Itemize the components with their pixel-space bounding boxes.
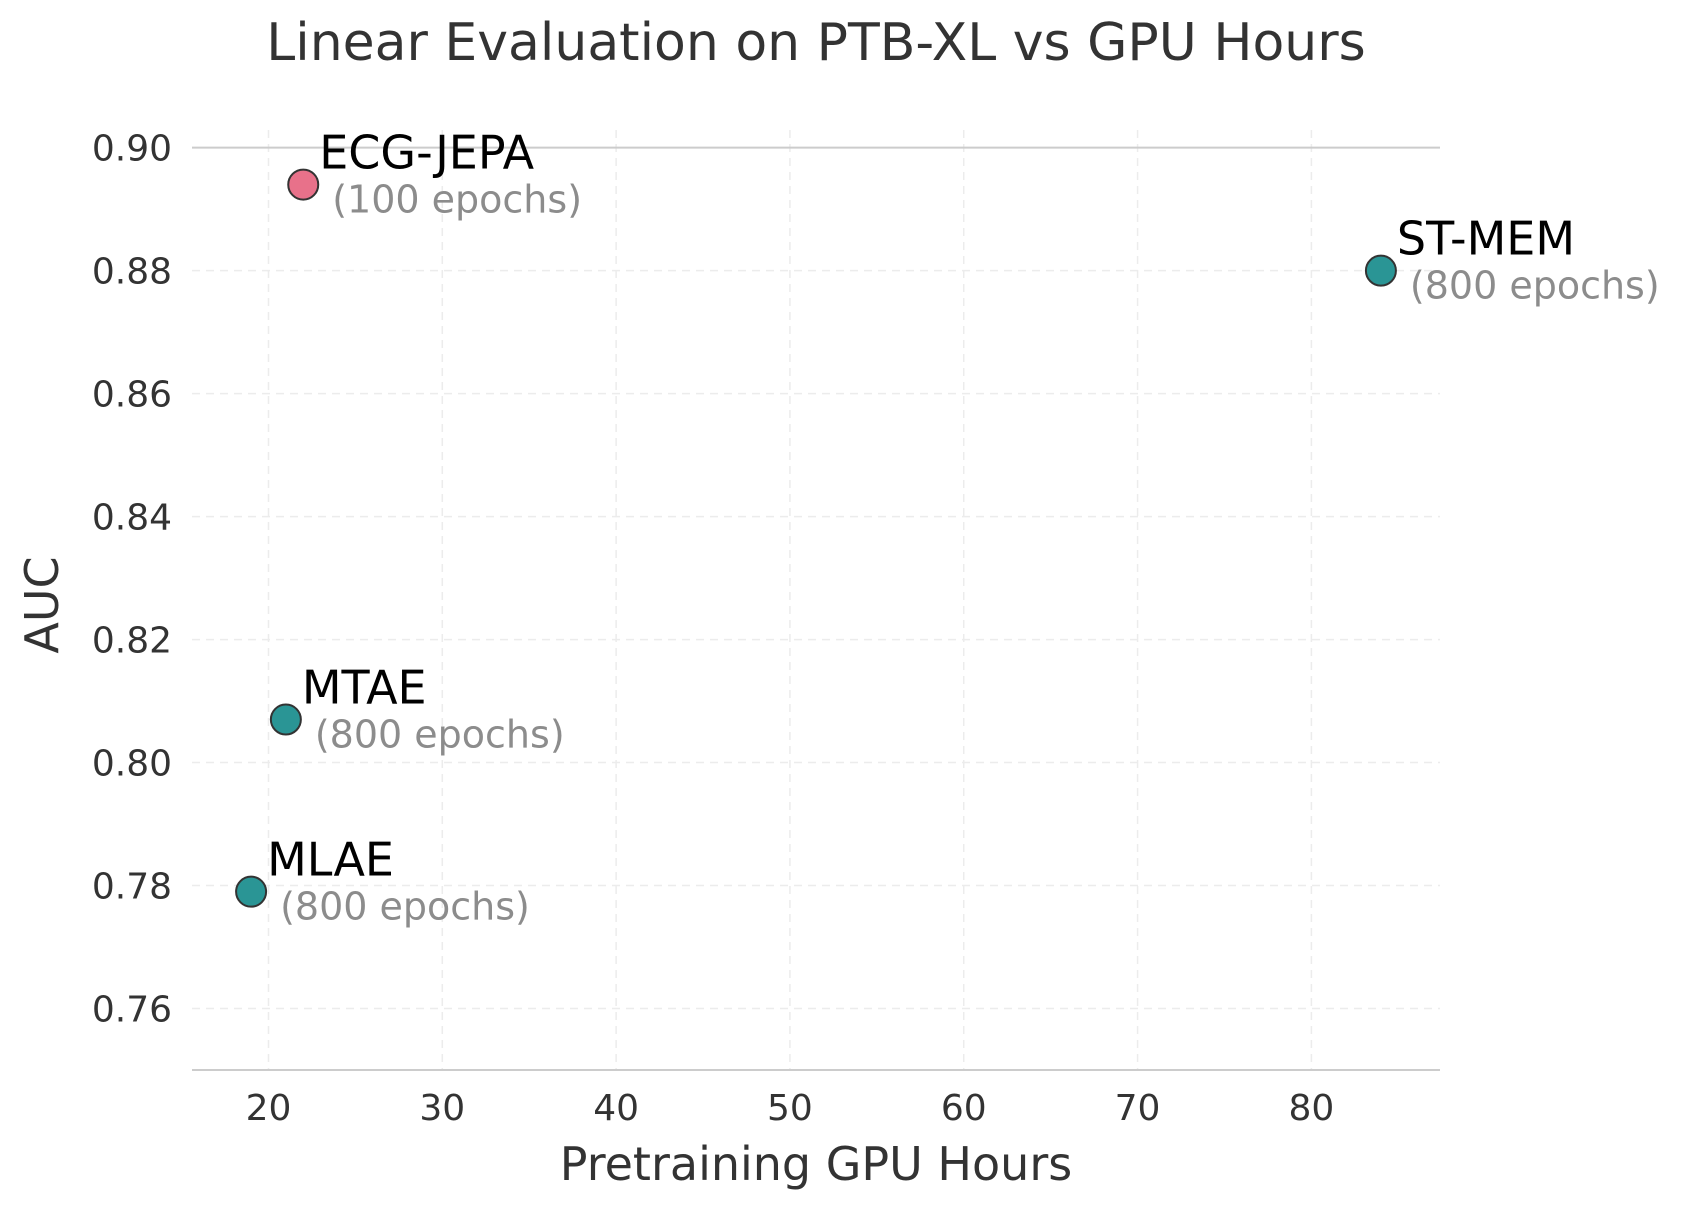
data-point-group: MTAE(800 epochs) xyxy=(269,661,565,757)
point-note: (800 epochs) xyxy=(315,713,565,757)
grid-layer xyxy=(192,130,1440,1070)
x-tick-label: 70 xyxy=(1115,1088,1161,1129)
data-point xyxy=(235,875,268,908)
data-point-group: ST-MEM(800 epochs) xyxy=(1364,212,1660,308)
y-tick-label: 0.82 xyxy=(92,621,172,662)
y-tick-label: 0.88 xyxy=(92,252,172,293)
data-point xyxy=(1364,254,1397,287)
point-label: ECG-JEPA xyxy=(319,126,534,180)
y-tick-label: 0.86 xyxy=(92,375,172,416)
y-tick-label: 0.80 xyxy=(92,744,172,785)
data-points: ECG-JEPA(100 epochs)ST-MEM(800 epochs)MT… xyxy=(235,126,1660,929)
chart-title: Linear Evaluation on PTB-XL vs GPU Hours xyxy=(266,13,1365,73)
y-tick-label: 0.84 xyxy=(92,498,172,539)
x-tick-label: 50 xyxy=(767,1088,813,1129)
y-tick-label: 0.76 xyxy=(92,990,172,1031)
x-axis-label: Pretraining GPU Hours xyxy=(560,1137,1072,1191)
y-tick-labels: 0.76 0.78 0.80 0.82 0.84 0.86 0.88 0.90 xyxy=(92,129,172,1031)
point-label: MLAE xyxy=(267,833,394,887)
point-note: (800 epochs) xyxy=(1410,264,1660,308)
x-tick-label: 30 xyxy=(419,1088,465,1129)
x-tick-label: 20 xyxy=(246,1088,292,1129)
data-point xyxy=(269,703,302,736)
x-tick-label: 80 xyxy=(1288,1088,1334,1129)
point-label: MTAE xyxy=(302,661,427,715)
y-axis-label: AUC xyxy=(15,556,69,653)
x-tick-label: 40 xyxy=(593,1088,639,1129)
y-tick-label: 0.78 xyxy=(92,867,172,908)
point-note: (100 epochs) xyxy=(332,178,582,222)
data-point-group: MLAE(800 epochs) xyxy=(235,833,530,929)
data-point-group: ECG-JEPA(100 epochs) xyxy=(287,126,582,222)
y-tick-label: 0.90 xyxy=(92,129,172,170)
point-note: (800 epochs) xyxy=(280,885,530,929)
point-label: ST-MEM xyxy=(1397,212,1575,266)
x-tick-labels: 20 30 40 50 60 70 80 xyxy=(246,1088,1335,1129)
data-point xyxy=(287,168,320,201)
x-tick-label: 60 xyxy=(941,1088,987,1129)
